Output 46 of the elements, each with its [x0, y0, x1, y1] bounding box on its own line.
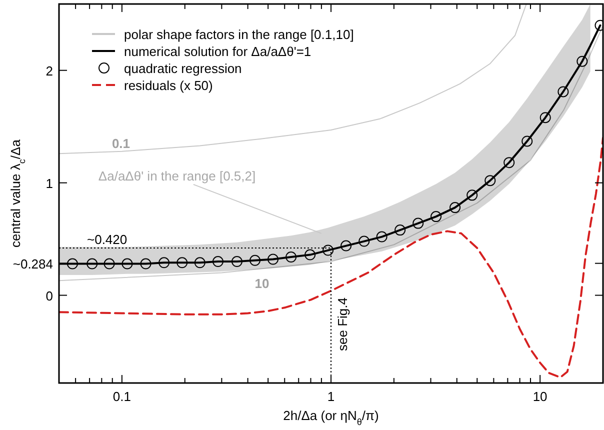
point	[504, 157, 515, 168]
point	[412, 218, 424, 229]
annotation: 0.1	[112, 136, 130, 151]
point	[104, 258, 115, 270]
ref-line-label: ~0.420	[87, 232, 128, 248]
point	[394, 224, 406, 236]
point	[430, 211, 442, 222]
legend-label: numerical solution for Δa/aΔθ'=1	[124, 44, 312, 59]
point	[268, 254, 279, 265]
point	[576, 56, 588, 67]
point	[484, 175, 496, 186]
point	[122, 258, 133, 270]
point	[194, 257, 206, 268]
x-tick-label: 10	[532, 389, 548, 404]
point	[376, 231, 388, 242]
legend-label: residuals (x 50)	[124, 78, 213, 93]
legend-label: polar shape factors in the range [0.1,10]	[124, 27, 354, 42]
point	[522, 136, 533, 147]
point	[304, 249, 316, 260]
y-tick-label: 2	[46, 63, 53, 78]
point	[176, 257, 188, 268]
point	[466, 190, 478, 201]
y-tick-label: 1	[46, 176, 53, 191]
point	[158, 257, 170, 268]
y-tick-label: 0	[46, 288, 53, 304]
point	[358, 236, 370, 247]
point	[286, 252, 297, 263]
point	[140, 258, 152, 270]
x-tick-label: 0.1	[112, 389, 131, 404]
annotation: 10	[254, 276, 270, 291]
point	[450, 202, 461, 214]
point	[231, 256, 242, 268]
x-tick-label: 1	[327, 389, 335, 404]
point	[540, 112, 551, 124]
point	[558, 86, 569, 98]
point	[66, 258, 78, 270]
point	[340, 240, 352, 252]
point	[322, 244, 334, 256]
point	[250, 254, 260, 266]
legend-label: quadratic regression	[124, 61, 242, 76]
y-tick-label: ~0.284	[12, 256, 53, 272]
ref-line-label: see Fig.4	[335, 298, 350, 351]
point	[86, 258, 98, 270]
annotation: Δa/aΔθ' in the range [0.5,2]	[98, 168, 256, 184]
point	[212, 256, 224, 268]
x-axis-title: 2h/Δa (or ηN$_{θ}$/π)	[283, 408, 379, 427]
